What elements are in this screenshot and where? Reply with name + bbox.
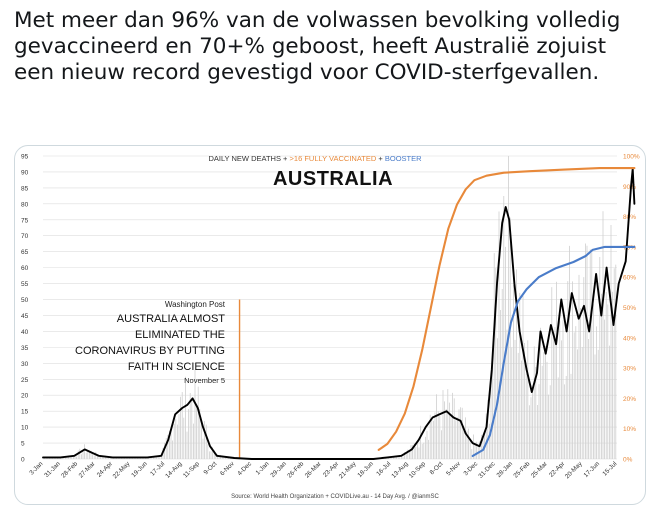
x-tick-label: 26-Mar — [304, 460, 323, 479]
x-tick-label: 25-Feb — [512, 460, 531, 479]
x-tick-label: 26-Feb — [286, 460, 305, 479]
y-tick-right: 0% — [623, 457, 633, 464]
y-axis-left: 0 5 10 15 20 25 30 35 40 45 50 55 60 65 70 75 80 85 90 95 — [21, 154, 29, 464]
y-tick-left: 15 — [21, 409, 29, 416]
x-tick-label: 31-Dec — [477, 460, 496, 479]
y-tick-left: 30 — [21, 361, 29, 368]
legend-deaths: DAILY NEW DEATHS — [208, 154, 281, 163]
daily-bars-layer — [42, 156, 617, 459]
series-line-booster — [471, 245, 636, 458]
x-tick-label: 31-Jan — [43, 460, 62, 479]
y-tick-left: 25 — [21, 377, 29, 384]
y-tick-right: 90% — [623, 184, 636, 191]
y-tick-left: 55 — [21, 281, 29, 288]
x-tick-label: 17-Jun — [582, 460, 601, 479]
y-tick-left: 80 — [21, 201, 29, 208]
x-tick-label: 18-Jun — [356, 460, 375, 479]
x-tick-label: 4-Dec — [236, 460, 253, 477]
annotation-line-3: CORONAVIRUS BY PUTTING — [75, 345, 225, 357]
x-tick-label: 29-Jan — [269, 460, 288, 479]
y-tick-left: 85 — [21, 185, 29, 192]
x-tick-label: 15-Jul — [601, 460, 618, 477]
x-tick-label: 10-Sep — [408, 460, 428, 480]
x-tick-label: 8-Oct — [429, 460, 445, 476]
chart-card[interactable]: 0 5 10 15 20 25 30 35 40 45 50 55 60 65 70 75 80 85 90 95 0… — [14, 145, 646, 505]
y-tick-left: 60 — [21, 265, 29, 272]
x-tick-label: 11-Sep — [182, 460, 201, 479]
grid-layer — [43, 155, 617, 460]
x-tick-label: 28-Feb — [60, 460, 79, 479]
y-tick-right: 50% — [623, 305, 636, 312]
y-tick-right: 20% — [623, 396, 636, 403]
x-tick-label: 19-Jun — [130, 460, 149, 479]
x-tick-label: 20-May — [564, 460, 584, 480]
y-tick-left: 45 — [21, 313, 29, 320]
x-tick-label: 27-Mar — [78, 460, 97, 479]
series-line-deaths — [42, 167, 636, 460]
y-tick-left: 10 — [21, 425, 29, 432]
x-tick-label: 28-Jan — [495, 460, 514, 479]
y-tick-left: 20 — [21, 393, 29, 400]
y-tick-left: 95 — [21, 154, 29, 161]
legend-vaccinated: >16 FULLY VACCINATED — [290, 154, 377, 163]
y-tick-right: 30% — [623, 366, 636, 373]
chart-source: Source: World Health Organization + COVI… — [231, 494, 439, 500]
annotation-line-4: FAITH IN SCIENCE — [128, 361, 225, 373]
x-tick-label: 22-May — [112, 460, 132, 480]
chart-legend: DAILY NEW DEATHS + >16 FULLY VACCINATED … — [208, 154, 422, 163]
x-tick-label: 25-Mar — [530, 460, 549, 479]
y-tick-right: 10% — [623, 426, 636, 433]
x-tick-label: 13-Aug — [390, 460, 410, 480]
x-tick-label: 5-Nov — [445, 460, 462, 477]
series-line-vaccinated — [377, 167, 636, 451]
y-tick-right: 60% — [623, 275, 636, 282]
legend-booster: BOOSTER — [385, 154, 422, 163]
legend-plus-1: + — [281, 154, 290, 163]
y-tick-right: 40% — [623, 335, 636, 342]
annotation-source: Washington Post — [165, 300, 226, 309]
lines-layer — [42, 167, 636, 460]
y-tick-left: 90 — [21, 169, 29, 176]
x-tick-label: 6-Nov — [219, 460, 236, 477]
annotation-box: Washington Post AUSTRALIA ALMOST ELIMINA… — [75, 299, 241, 459]
y-tick-left: 35 — [21, 345, 29, 352]
y-tick-left: 75 — [21, 217, 29, 224]
x-tick-label: 9-Oct — [203, 460, 219, 476]
x-tick-label: 21-May — [338, 460, 358, 480]
annotation-line-1: AUSTRALIA ALMOST — [117, 313, 225, 325]
legend-plus-2: + — [376, 154, 385, 163]
y-tick-right: 100% — [623, 154, 640, 161]
y-tick-left: 40 — [21, 329, 29, 336]
y-axis-right: 0%10%20%30%40%50%60%70%80%90%100% — [623, 154, 640, 464]
annotation-date: November 5 — [184, 376, 225, 385]
y-tick-left: 50 — [21, 297, 29, 304]
y-tick-left: 0 — [21, 457, 25, 464]
chart-title: AUSTRALIA — [273, 168, 393, 190]
y-tick-left: 5 — [21, 441, 25, 448]
annotation-line-2: ELIMINATED THE — [135, 329, 225, 341]
covid-chart: 0 5 10 15 20 25 30 35 40 45 50 55 60 65 70 75 80 85 90 95 0… — [21, 154, 640, 501]
y-tick-left: 65 — [21, 249, 29, 256]
y-tick-left: 70 — [21, 233, 29, 240]
x-tick-label: 14-Aug — [164, 460, 184, 480]
tweet-text: Met meer dan 96% van de volwassen bevolk… — [14, 8, 621, 85]
